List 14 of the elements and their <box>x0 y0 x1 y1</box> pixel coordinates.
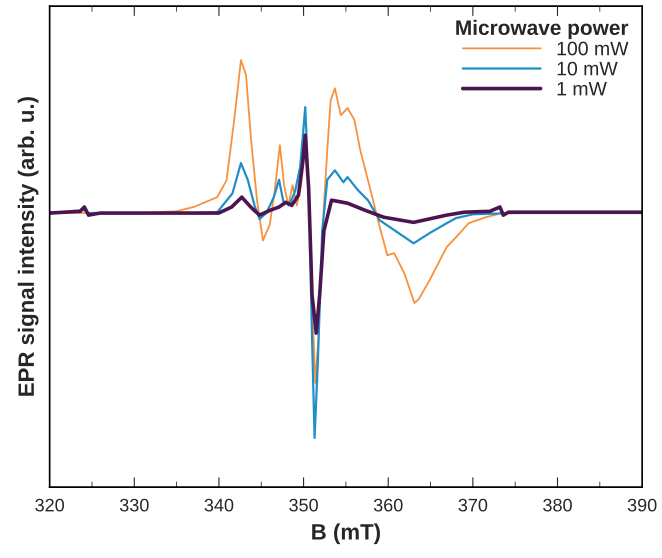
x-tick-label: 340 <box>204 498 234 512</box>
x-tick-label: 370 <box>458 498 488 512</box>
x-tick-label: 390 <box>628 498 656 512</box>
y-axis-title: EPR signal intensity (arb. u.) <box>18 97 39 396</box>
legend-label: 100 mW <box>558 42 628 56</box>
x-tick-label: 330 <box>120 498 149 512</box>
legend-title: Microwave power <box>456 20 628 40</box>
x-tick-label: 350 <box>289 498 318 512</box>
x-axis-title: B (mT) <box>312 523 380 544</box>
x-tick-label: 380 <box>543 498 572 512</box>
x-tick-label: 320 <box>35 498 64 512</box>
x-tick-label: 360 <box>374 498 403 512</box>
legend-label: 1 mW <box>558 82 607 96</box>
legend-label: 10 mW <box>558 62 618 76</box>
